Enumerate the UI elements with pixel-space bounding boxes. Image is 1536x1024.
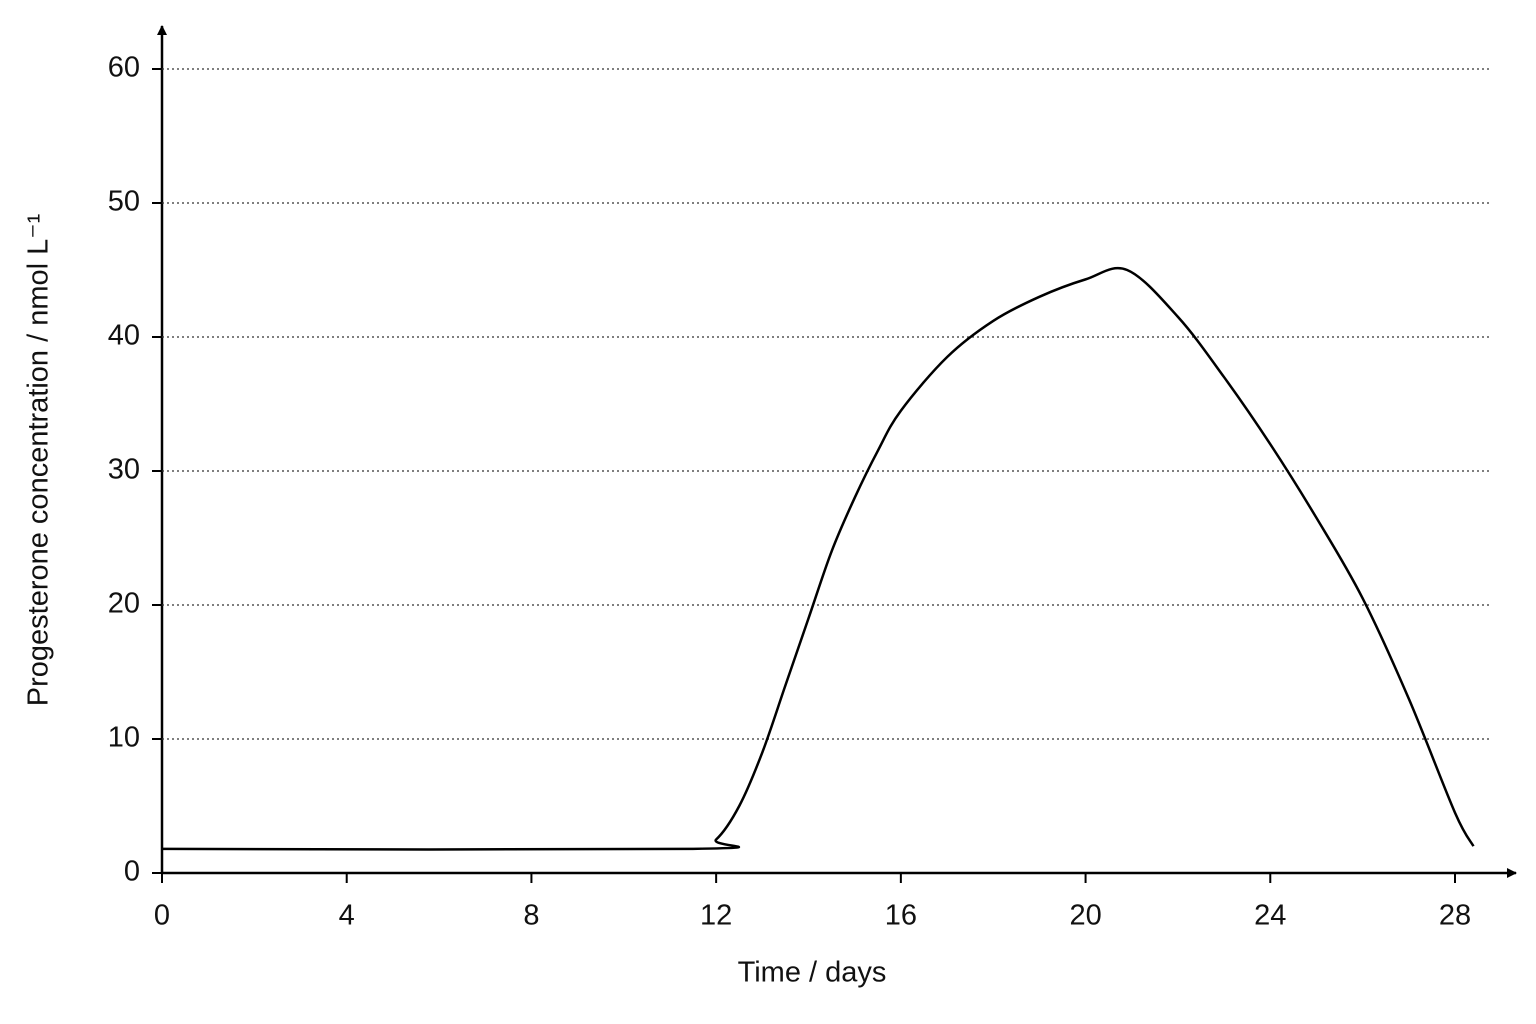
x-tick-label: 12 (700, 900, 732, 932)
data-line (161, 266, 1475, 851)
x-tick-label: 24 (1254, 900, 1286, 932)
y-tick-label: 0 (124, 856, 140, 888)
y-tick-label: 20 (108, 588, 140, 620)
y-tick-label: 40 (108, 320, 140, 352)
x-tick-label: 0 (154, 900, 170, 932)
y-axis-label: Progesterone concentration / nmol L⁻¹ (23, 213, 55, 706)
y-tick-label: 30 (108, 454, 140, 486)
y-tick-label: 60 (108, 52, 140, 84)
y-tick-label: 50 (108, 186, 140, 218)
x-tick-label: 20 (1069, 900, 1101, 932)
y-tick-label: 10 (108, 722, 140, 754)
x-tick-label: 16 (885, 900, 917, 932)
x-tick-label: 8 (523, 900, 539, 932)
x-axis-label: Time / days (738, 957, 887, 989)
x-tick-label: 4 (339, 900, 355, 932)
x-tick-label: 28 (1439, 900, 1471, 932)
